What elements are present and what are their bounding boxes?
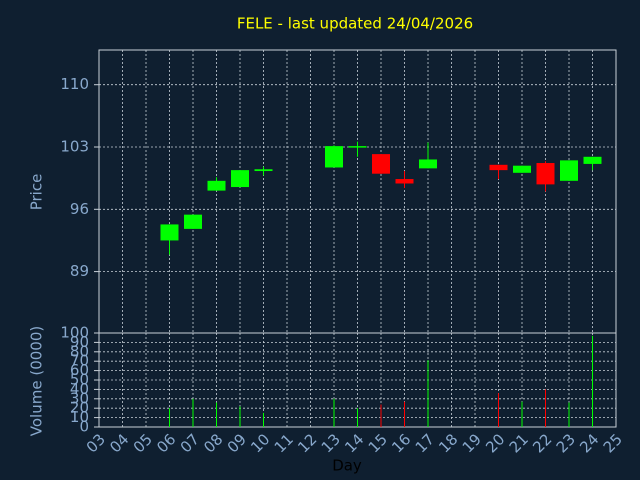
candle-body xyxy=(372,154,390,174)
y-tick-label: 60 xyxy=(70,361,89,379)
y-tick-label: 40 xyxy=(70,380,89,398)
candle-body xyxy=(254,169,273,172)
y-tick-label: 20 xyxy=(70,399,89,417)
y-tick-label: 80 xyxy=(70,342,89,360)
candle-body xyxy=(184,214,202,229)
candle-body xyxy=(536,163,555,185)
candle-body xyxy=(325,146,343,168)
candle-body xyxy=(348,146,367,148)
y-axis-label: Volume (0000) xyxy=(28,326,46,436)
y-tick-label: 30 xyxy=(70,389,89,407)
candle-body xyxy=(560,160,578,181)
y-axis-label: Price xyxy=(28,174,46,211)
y-tick-label: 110 xyxy=(60,75,89,93)
y-tick-label: 10 xyxy=(70,408,89,426)
y-tick-label: 100 xyxy=(60,324,89,342)
y-tick-label: 90 xyxy=(70,333,89,351)
candle-body xyxy=(583,156,602,164)
y-tick-label: 96 xyxy=(70,200,89,218)
y-tick-label: 0 xyxy=(79,418,89,436)
candle-body xyxy=(160,224,179,241)
chart-title: FELE - last updated 24/04/2026 xyxy=(237,15,473,33)
candle-body xyxy=(395,179,414,184)
y-tick-label: 103 xyxy=(60,138,89,156)
candle-body xyxy=(231,170,249,188)
y-tick-label: 50 xyxy=(70,371,89,389)
x-axis-label: Day xyxy=(332,457,362,475)
y-tick-label: 70 xyxy=(70,352,89,370)
candle-body xyxy=(207,180,226,191)
candle-body xyxy=(419,159,437,169)
y-tick-label: 89 xyxy=(70,262,89,280)
candle-body xyxy=(513,165,531,173)
candle-body xyxy=(489,164,508,171)
